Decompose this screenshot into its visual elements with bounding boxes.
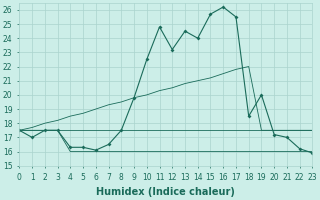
X-axis label: Humidex (Indice chaleur): Humidex (Indice chaleur) [96, 187, 235, 197]
